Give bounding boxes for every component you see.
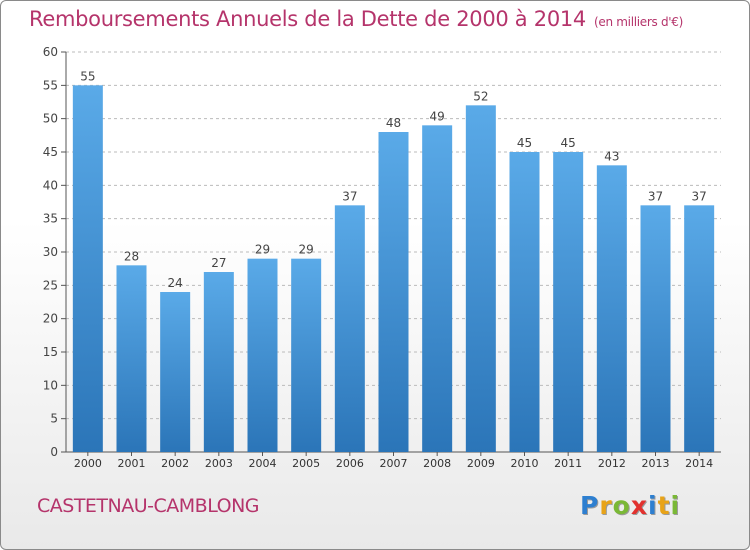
y-tick-label: 50: [43, 112, 58, 126]
bar-2014: [684, 205, 715, 452]
logo-letter: i: [648, 491, 658, 520]
chart-title-text: Remboursements Annuels de la Dette de 20…: [29, 7, 586, 31]
x-tick-label: 2003: [205, 457, 233, 470]
bar-2012: [596, 165, 627, 453]
y-tick-label: 0: [50, 445, 58, 459]
chart-title: Remboursements Annuels de la Dette de 20…: [29, 7, 683, 31]
data-label-2006: 37: [342, 189, 357, 203]
logo-letter: i: [670, 491, 681, 520]
y-tick-label: 60: [43, 45, 58, 59]
y-tick-label: 5: [50, 412, 58, 426]
bar-2009: [465, 105, 496, 452]
chart-units: (en milliers d'€): [594, 15, 684, 29]
bar-2000: [72, 85, 103, 452]
data-label-2014: 37: [692, 189, 707, 203]
y-tick-label: 25: [43, 278, 58, 292]
data-label-2010: 45: [517, 136, 532, 150]
y-tick-label: 55: [43, 78, 58, 92]
data-label-2007: 48: [386, 116, 401, 130]
x-tick-label: 2005: [292, 457, 320, 470]
data-label-2003: 27: [211, 256, 226, 270]
data-label-2013: 37: [648, 189, 663, 203]
data-labels: 55 28 24 27 29 29 37 48 49 52 45 45 43 37 37: [80, 69, 707, 290]
bar-2013: [640, 205, 671, 452]
data-label-2012: 43: [604, 149, 619, 163]
x-tick-label: 2000: [74, 457, 102, 470]
bar-2001: [116, 265, 147, 452]
commune-name: CASTETNAU-CAMBLONG: [37, 495, 260, 517]
y-tick-label: 30: [43, 245, 58, 259]
y-tick-label: 35: [43, 212, 58, 226]
x-tick-label: 2012: [598, 457, 626, 470]
bar-2005: [291, 258, 322, 452]
x-tick-label: 2008: [423, 457, 451, 470]
data-label-2002: 24: [168, 276, 183, 290]
bars: [72, 85, 715, 453]
logo-letter: x: [630, 491, 648, 520]
x-tick-label: 2007: [380, 457, 408, 470]
x-tick-label: 2010: [511, 457, 539, 470]
x-tick-label: 2001: [118, 457, 146, 470]
logo-letter: o: [612, 491, 631, 520]
axes: 0 5 10 15 20 25 30 35 40 45 50 55 60 2000 2001 2002 2003…: [43, 45, 721, 470]
bar-2006: [334, 205, 365, 452]
data-label-2001: 28: [124, 249, 139, 263]
y-tick-label: 15: [43, 345, 58, 359]
x-tick-label: 2002: [161, 457, 189, 470]
y-tick-label: 40: [43, 178, 58, 192]
x-tick-label: 2013: [642, 457, 670, 470]
y-tick-label: 45: [43, 145, 58, 159]
bar-2003: [203, 272, 234, 452]
bar-2011: [553, 152, 584, 452]
x-tick-label: 2006: [336, 457, 364, 470]
data-label-2008: 49: [430, 109, 445, 123]
logo-letter: r: [599, 491, 613, 520]
x-tick-label: 2014: [685, 457, 713, 470]
bar-2008: [422, 125, 453, 452]
data-label-2005: 29: [299, 243, 314, 257]
data-label-2009: 52: [473, 89, 488, 103]
data-label-2000: 55: [80, 69, 95, 83]
x-tick-label: 2011: [554, 457, 582, 470]
proxiti-logo[interactable]: Proxiti: [580, 491, 680, 520]
logo-letter: P: [580, 491, 600, 520]
y-tick-label: 20: [43, 312, 58, 326]
logo-letter: t: [657, 491, 671, 520]
data-label-2011: 45: [561, 136, 576, 150]
y-tick-label: 10: [43, 378, 58, 392]
x-tick-label: 2004: [249, 457, 277, 470]
data-label-2004: 29: [255, 243, 270, 257]
bar-2002: [160, 292, 191, 452]
bar-2004: [247, 258, 278, 452]
x-tick-label: 2009: [467, 457, 495, 470]
bar-2007: [378, 132, 409, 452]
bar-2010: [509, 152, 540, 452]
